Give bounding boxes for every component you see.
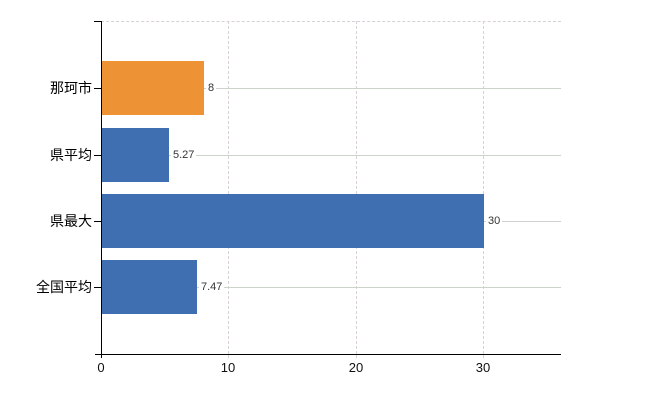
category-label: 県最大 [50, 213, 92, 229]
y-axis [101, 21, 102, 358]
x-gridline [228, 21, 229, 354]
row-gridline [102, 287, 561, 288]
bar-value-label: 30 [486, 214, 503, 228]
category-axis-tick [94, 155, 101, 156]
category-label: 県平均 [50, 147, 92, 163]
x-tick-label: 30 [475, 360, 491, 375]
category-label: 全国平均 [36, 279, 92, 295]
category-axis-tick [94, 88, 101, 89]
row-gridline [102, 155, 561, 156]
x-tick-label: 20 [348, 360, 364, 375]
data-bar [102, 194, 484, 248]
x-gridline [356, 21, 357, 354]
x-gridline [483, 21, 484, 354]
x-tick-label: 10 [220, 360, 236, 375]
data-bar [102, 260, 197, 314]
bar-value-label: 5.27 [171, 148, 197, 162]
bar-value-label: 8 [206, 81, 217, 95]
data-bar [102, 61, 204, 115]
x-axis-tick [483, 354, 484, 358]
plot-top-border [101, 21, 561, 22]
category-label: 那珂市 [50, 80, 92, 96]
data-bar [102, 128, 169, 182]
bar-value-label: 7.47 [199, 280, 225, 294]
y-axis-top-tick [94, 21, 101, 22]
x-axis-tick [356, 354, 357, 358]
category-axis-tick [94, 221, 101, 222]
x-tick-label: 0 [97, 360, 105, 375]
x-axis [95, 354, 561, 355]
x-axis-tick [228, 354, 229, 358]
category-axis-tick [94, 287, 101, 288]
row-gridline [102, 88, 561, 89]
